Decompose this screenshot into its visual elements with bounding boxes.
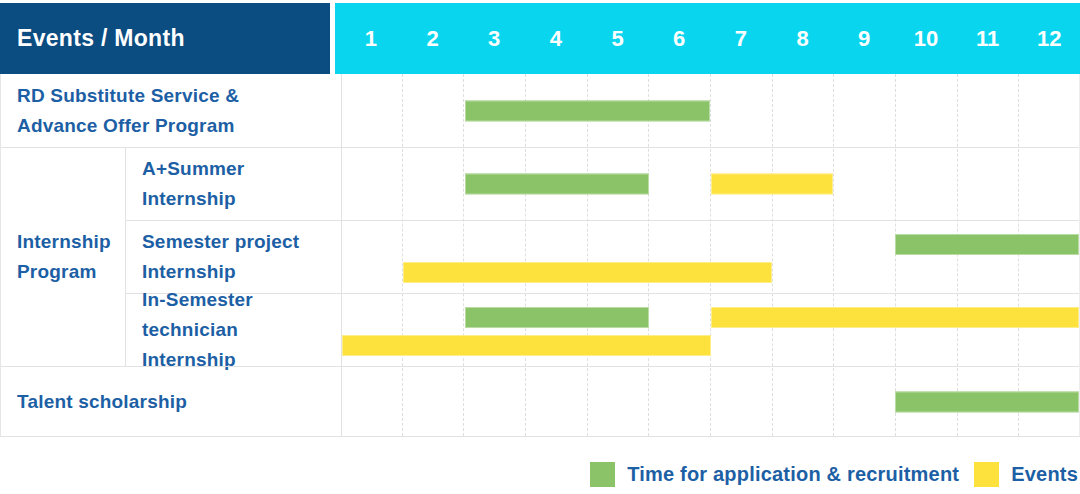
recruitment-bar [895, 234, 1079, 255]
row-label: Semester projectInternship [125, 220, 341, 293]
table-row: Talent scholarship [1, 366, 1079, 436]
row-grid-cell [341, 293, 1079, 366]
events-swatch-icon [974, 462, 999, 487]
month-label: 12 [1018, 3, 1080, 74]
page-title: Events / Month [17, 25, 185, 52]
row-label: Talent scholarship [1, 366, 341, 436]
recruitment-bar [465, 174, 649, 195]
table-row: Semester projectInternship [1, 220, 1079, 293]
row-grid-cell [341, 147, 1079, 220]
events-bar [711, 174, 834, 195]
months-inner: 123456789101112 [340, 3, 1080, 74]
month-label: 6 [648, 3, 710, 74]
recruitment-swatch-icon [590, 462, 615, 487]
table-body: RD Substitute Service &Advance Offer Pro… [0, 74, 1080, 437]
row-label: In-Semestertechnician Internship [125, 293, 341, 366]
recruitment-bar [465, 100, 711, 121]
legend-item: Time for application & recruitment [590, 462, 959, 487]
legend: Time for application & recruitment Events [590, 460, 1078, 488]
header-title-cell: Events / Month [0, 3, 330, 74]
month-label: 8 [772, 3, 834, 74]
table-row: RD Substitute Service &Advance Offer Pro… [1, 74, 1079, 147]
table-row: A+SummerInternship [1, 147, 1079, 220]
recruitment-bar [465, 307, 649, 328]
group-label: Internship Program [1, 147, 125, 366]
month-header: 123456789101112 [335, 3, 1080, 74]
row-grid-cell [341, 74, 1079, 147]
events-bar [403, 262, 772, 283]
row-grid-cell [341, 220, 1079, 293]
month-label: 10 [895, 3, 957, 74]
legend-label: Events [1011, 463, 1078, 486]
row-label: RD Substitute Service &Advance Offer Pro… [1, 74, 341, 147]
month-label: 1 [340, 3, 402, 74]
table-header: Events / Month 123456789101112 [0, 3, 1080, 74]
month-label: 2 [402, 3, 464, 74]
events-bar [342, 335, 711, 356]
month-label: 11 [957, 3, 1019, 74]
table-row: In-Semestertechnician Internship [1, 293, 1079, 366]
gantt-chart: Events / Month 123456789101112 RD Substi… [0, 0, 1080, 494]
legend-item: Events [974, 462, 1078, 487]
events-bar [711, 307, 1080, 328]
events-table: Events / Month 123456789101112 RD Substi… [0, 3, 1080, 437]
month-label: 4 [525, 3, 587, 74]
month-label: 3 [463, 3, 525, 74]
recruitment-bar [895, 391, 1079, 412]
row-label: A+SummerInternship [125, 147, 341, 220]
legend-label: Time for application & recruitment [627, 463, 959, 486]
month-label: 5 [587, 3, 649, 74]
month-label: 9 [833, 3, 895, 74]
month-label: 7 [710, 3, 772, 74]
row-grid-cell [341, 366, 1079, 436]
